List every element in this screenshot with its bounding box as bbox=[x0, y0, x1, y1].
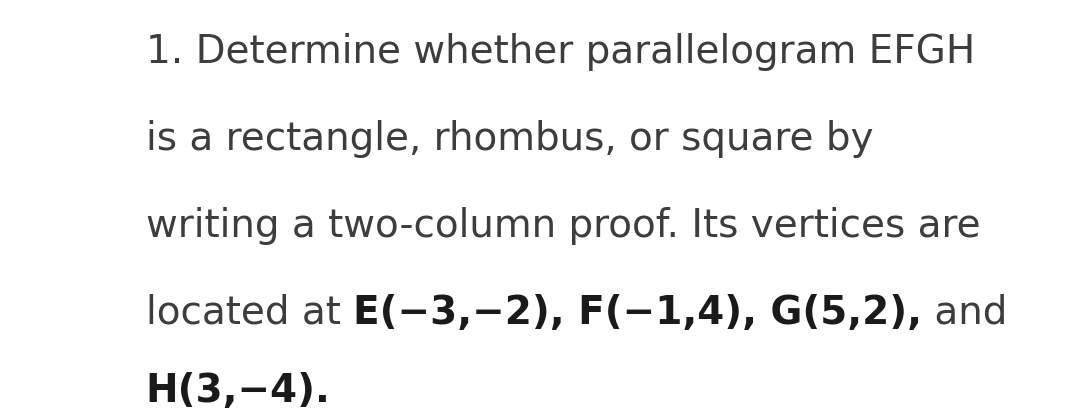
Text: H(3,−4).: H(3,−4). bbox=[146, 371, 330, 409]
Text: is a rectangle, rhombus, or square by: is a rectangle, rhombus, or square by bbox=[146, 119, 874, 157]
Text: located at: located at bbox=[146, 293, 353, 331]
Text: 1. Determine whether parallelogram EFGH: 1. Determine whether parallelogram EFGH bbox=[146, 33, 975, 71]
Text: writing a two-column proof. Its vertices are: writing a two-column proof. Its vertices… bbox=[146, 206, 981, 244]
Text: E(−3,−2), F(−1,4), G(5,2),: E(−3,−2), F(−1,4), G(5,2), bbox=[353, 293, 922, 331]
Text: and: and bbox=[922, 293, 1008, 331]
